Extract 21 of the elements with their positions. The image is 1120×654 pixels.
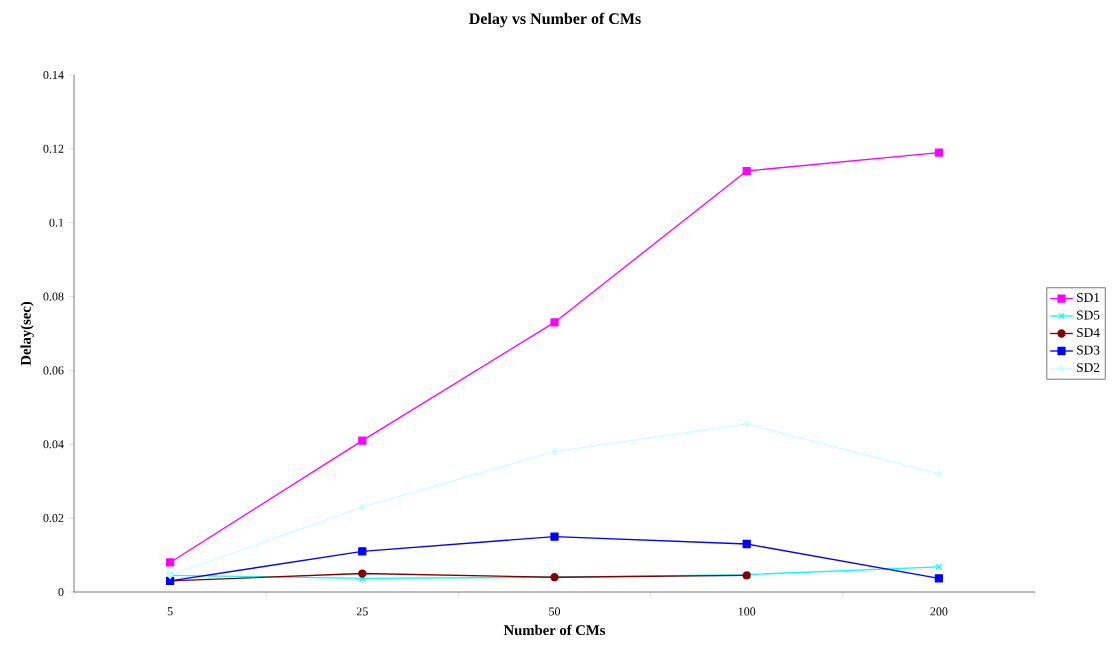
x-tick-label: 50 xyxy=(549,607,561,616)
x-tick-label: 5 xyxy=(167,607,173,616)
y-axis-title: Delay(sec) xyxy=(20,301,34,366)
y-tick-label: 0.06 xyxy=(43,366,64,375)
y-tick-label: 0.12 xyxy=(43,144,64,153)
y-tick-label: 0.08 xyxy=(43,292,64,301)
legend-label: SD4 xyxy=(1077,328,1100,338)
chart-title: Delay vs Number of CMs xyxy=(469,12,641,28)
y-tick-label: 0.1 xyxy=(49,218,64,227)
x-tick-label: 25 xyxy=(356,607,368,616)
legend-label: SD2 xyxy=(1077,363,1100,373)
y-tick-label: 0.04 xyxy=(43,440,64,449)
y-tick-label: 0.02 xyxy=(43,514,64,523)
y-tick-label: 0.14 xyxy=(43,70,64,80)
y-tick-label: 0 xyxy=(58,587,64,597)
legend-label: SD3 xyxy=(1077,345,1100,355)
x-axis-title: Number of CMs xyxy=(503,624,606,636)
legend-label: SD5 xyxy=(1077,310,1100,320)
x-tick-label: 100 xyxy=(738,607,756,616)
legend-label: SD1 xyxy=(1077,293,1100,303)
x-tick-label: 200 xyxy=(930,607,948,616)
